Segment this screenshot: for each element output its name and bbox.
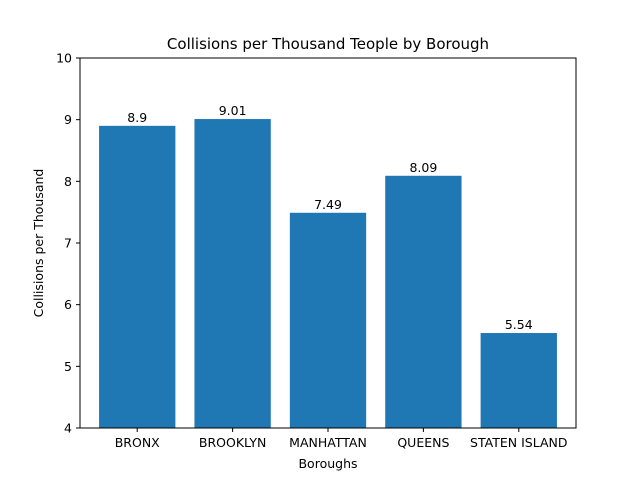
x-tick-label-4: STATEN ISLAND <box>470 435 567 450</box>
bar-1 <box>194 119 271 429</box>
bar-3 <box>385 175 462 428</box>
chart-title: Collisions per Thousand Teople by Boroug… <box>167 35 489 53</box>
data-labels-group: 8.9 9.01 7.49 8.09 5.54 <box>127 103 532 332</box>
data-label-4: 5.54 <box>505 317 533 332</box>
data-label-0: 8.9 <box>127 110 147 125</box>
bar-4 <box>480 333 557 428</box>
x-tick-label-0: BRONX <box>115 435 160 450</box>
bar-2 <box>289 212 367 428</box>
data-label-3: 8.09 <box>409 160 437 175</box>
data-label-2: 7.49 <box>314 197 342 212</box>
x-axis-label: Boroughs <box>298 456 357 471</box>
y-tick-label-4: 8 <box>64 174 72 189</box>
bars-group <box>99 119 557 429</box>
x-tick-label-1: BROOKLYN <box>199 435 266 450</box>
y-tick-label-1: 5 <box>64 359 72 374</box>
y-tick-label-5: 9 <box>64 112 72 127</box>
y-tick-label-3: 7 <box>64 236 72 251</box>
y-tick-label-6: 10 <box>56 51 72 66</box>
x-tick-label-2: MANHATTAN <box>289 435 367 450</box>
x-tick-label-3: QUEENS <box>397 435 449 450</box>
x-axis: BRONX BROOKLYN MANHATTAN QUEENS STATEN ISLAN… <box>115 428 567 450</box>
y-tick-label-2: 6 <box>64 297 72 312</box>
data-label-1: 9.01 <box>219 103 247 118</box>
y-axis-label: Collisions per Thousand <box>31 169 46 318</box>
bar-0 <box>99 125 176 428</box>
y-tick-label-0: 4 <box>64 421 72 436</box>
y-axis: 4 5 6 7 8 9 10 <box>56 51 80 436</box>
